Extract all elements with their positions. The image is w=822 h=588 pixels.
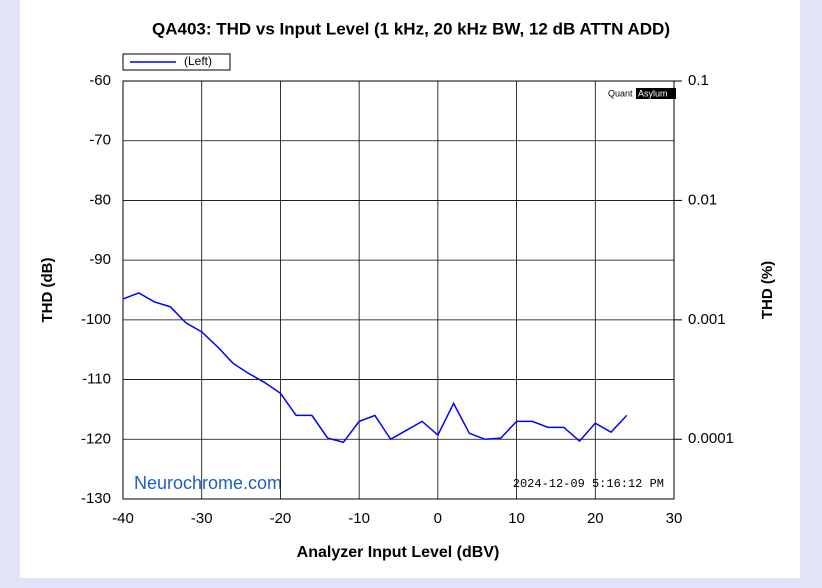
x-tick-label: 20 bbox=[587, 510, 604, 527]
x-tick-label: 0 bbox=[434, 510, 442, 527]
y2-tick-label: 0.001 bbox=[688, 311, 726, 328]
x-tick-label: -20 bbox=[270, 510, 292, 527]
logo-bg bbox=[607, 88, 637, 99]
legend-box bbox=[122, 53, 231, 71]
line-series bbox=[122, 292, 628, 444]
timestamp: 2024-12-09 5:16:12 PM bbox=[513, 477, 664, 491]
x-tick-label: -40 bbox=[112, 510, 134, 527]
x-tick-label: 30 bbox=[666, 510, 683, 527]
y-tick-label: -70 bbox=[89, 132, 111, 149]
x-tick-label: 10 bbox=[508, 510, 525, 527]
y-tick-label: -120 bbox=[81, 430, 111, 447]
x-tick-label: -30 bbox=[191, 510, 213, 527]
y2-axis-label: THD (%) bbox=[759, 261, 776, 319]
y-axis-label: THD (dB) bbox=[39, 258, 56, 323]
y-tick-label: -130 bbox=[81, 490, 111, 507]
plot-frame bbox=[122, 80, 675, 500]
watermark: Neurochrome.com bbox=[134, 473, 282, 493]
logo-text: Quant bbox=[608, 88, 633, 98]
x-tick-label: -10 bbox=[348, 510, 370, 527]
y-tick-label: -100 bbox=[81, 311, 111, 328]
logo-text: Asylum bbox=[638, 88, 668, 98]
legend-label: (Left) bbox=[184, 54, 212, 68]
y-tick-label: -110 bbox=[82, 371, 111, 388]
y-tick-label: -80 bbox=[89, 191, 111, 208]
y2-tick-label: 0.0001 bbox=[688, 430, 734, 447]
chart-title: QA403: THD vs Input Level (1 kHz, 20 kHz… bbox=[152, 19, 670, 38]
y-tick-label: -60 bbox=[89, 72, 111, 89]
y2-tick-label: 0.01 bbox=[688, 191, 717, 208]
y2-tick-label: 0.1 bbox=[688, 72, 709, 89]
x-axis-label: Analyzer Input Level (dBV) bbox=[297, 544, 500, 561]
logo-box bbox=[636, 88, 676, 99]
y-tick-label: -90 bbox=[89, 251, 111, 268]
